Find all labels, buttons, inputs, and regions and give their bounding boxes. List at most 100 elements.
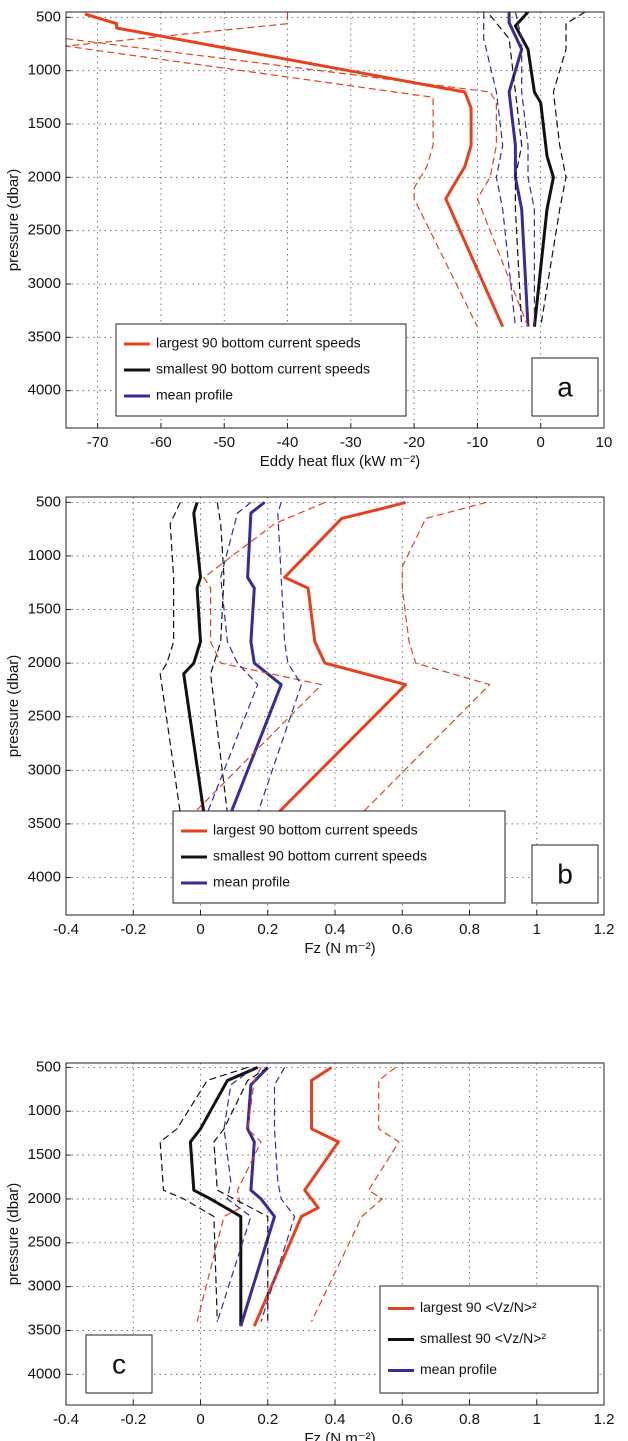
- lines: [66, 12, 586, 328]
- x-tick-label: -10: [467, 434, 489, 451]
- panel: -70 -60 -50 -40 -30 -20 -10 0 10 500 1000 1500 2000 2…: [5, 8, 612, 470]
- y-tick-label: 1500: [28, 601, 61, 618]
- bound-line: [196, 1067, 262, 1322]
- x-tick-label: 0.2: [257, 1411, 278, 1428]
- y-tick-label: 1500: [28, 115, 61, 132]
- x-tick-label: 0.6: [392, 921, 413, 938]
- bound-line: [361, 501, 491, 814]
- y-tick-label: 3500: [28, 328, 61, 345]
- legend-label: largest 90 bottom current speeds: [156, 335, 361, 351]
- bound-line: [540, 12, 586, 327]
- panel: -0.4 -0.2 0 0.2 0.4 0.6 0.8 1 1.2 500 1000 1500 2000…: [5, 493, 614, 957]
- bound-line: [514, 12, 535, 327]
- x-tick-label: 0.4: [325, 1411, 346, 1428]
- x-tick-label: 0: [196, 1411, 204, 1428]
- bound-line: [193, 501, 326, 814]
- plot-frame: [65, 496, 605, 916]
- y-tick-label: 500: [36, 493, 61, 510]
- x-tick-label: -0.4: [53, 1411, 79, 1428]
- y-tick-label: 2000: [28, 654, 61, 671]
- bound-line: [159, 502, 181, 814]
- y-tick-label: 3000: [28, 275, 61, 292]
- legend-label: smallest 90 bottom current speeds: [213, 848, 427, 864]
- x-tick-label: 0.8: [459, 921, 480, 938]
- bound-line: [483, 12, 516, 327]
- y-tick-label: 2000: [28, 168, 61, 185]
- panel-label-box: [531, 844, 599, 904]
- panel-label-box: [85, 1334, 153, 1394]
- bound-line: [310, 1066, 400, 1322]
- legend-label: mean profile: [420, 1361, 497, 1377]
- x-tick-label: 1.2: [594, 921, 615, 938]
- bound-line: [257, 502, 302, 814]
- y-tick-label: 2500: [28, 1234, 61, 1251]
- y-tick-label: 1500: [28, 1146, 61, 1163]
- lines: [159, 1066, 400, 1327]
- y-tick-label: 500: [36, 1058, 61, 1075]
- x-tick-label: 0.4: [325, 921, 346, 938]
- y-tick-label: 4000: [28, 382, 61, 399]
- y-tick-label: 2000: [28, 1190, 61, 1207]
- panel: -0.4 -0.2 0 0.2 0.4 0.6 0.8 1 1.2 500 1000 1500 2000…: [5, 1058, 614, 1441]
- x-tick-label: 1: [533, 1411, 541, 1428]
- legend-box: [115, 323, 407, 417]
- x-tick-label: 0.8: [459, 1411, 480, 1428]
- x-tick-label: 0: [196, 921, 204, 938]
- legend-label: smallest 90 <Vz/N>²: [420, 1330, 546, 1346]
- x-axis-label: Eddy heat flux (kW m⁻²): [260, 453, 420, 470]
- x-tick-label: -0.2: [120, 1411, 146, 1428]
- bound-line: [213, 1066, 269, 1322]
- legend-label: mean profile: [213, 874, 290, 890]
- panel-label: c: [112, 1348, 126, 1379]
- y-tick-label: 2500: [28, 222, 61, 239]
- profile-line: [252, 1066, 340, 1327]
- bound-line: [489, 14, 523, 327]
- profile-line: [276, 500, 408, 815]
- x-tick-label: -0.2: [120, 921, 146, 938]
- x-tick-label: -20: [403, 434, 425, 451]
- x-axis-label: Fz (N m⁻²): [304, 940, 375, 957]
- panel-label: b: [557, 858, 573, 889]
- y-tick-label: 2500: [28, 708, 61, 725]
- y-tick-label: 1000: [28, 1102, 61, 1119]
- bound-line: [260, 1067, 296, 1322]
- x-tick-label: 0.2: [257, 921, 278, 938]
- y-tick-label: 4000: [28, 868, 61, 885]
- plot-frame: [65, 1062, 605, 1406]
- legend-label: largest 90 bottom current speeds: [213, 822, 418, 838]
- x-tick-label: 1: [533, 921, 541, 938]
- x-tick-label: -70: [87, 434, 109, 451]
- panel-label-box: [531, 357, 599, 417]
- profile-line: [513, 12, 555, 327]
- x-tick-label: 10: [596, 434, 613, 451]
- profile-line: [239, 1066, 276, 1327]
- y-tick-label: 1000: [28, 547, 61, 564]
- y-tick-label: 3500: [28, 815, 61, 832]
- bound-line: [66, 38, 529, 327]
- x-tick-label: -60: [150, 434, 172, 451]
- profile-line: [84, 12, 505, 328]
- bound-line: [216, 1066, 255, 1322]
- y-axis-label: pressure (dbar): [5, 1183, 22, 1286]
- y-tick-label: 3000: [28, 761, 61, 778]
- y-tick-label: 3500: [28, 1321, 61, 1338]
- x-tick-label: 0.6: [392, 1411, 413, 1428]
- x-tick-label: 0: [537, 434, 545, 451]
- x-tick-label: -50: [213, 434, 235, 451]
- profile-line: [188, 1066, 259, 1327]
- x-tick-label: -0.4: [53, 921, 79, 938]
- bound-line: [159, 1066, 248, 1322]
- bound-line: [206, 501, 259, 814]
- y-axis-label: pressure (dbar): [5, 169, 22, 272]
- x-axis-label: Fz (N m⁻²): [304, 1430, 375, 1441]
- y-tick-label: 500: [36, 8, 61, 25]
- legend-box: [172, 810, 506, 904]
- profile-line: [182, 501, 206, 814]
- profile-line: [507, 12, 530, 327]
- legend-label: mean profile: [156, 387, 233, 403]
- plot-frame: [65, 11, 605, 429]
- legend-label: largest 90 <Vz/N>²: [420, 1299, 537, 1315]
- y-tick-label: 3000: [28, 1278, 61, 1295]
- y-axis-label: pressure (dbar): [5, 655, 22, 758]
